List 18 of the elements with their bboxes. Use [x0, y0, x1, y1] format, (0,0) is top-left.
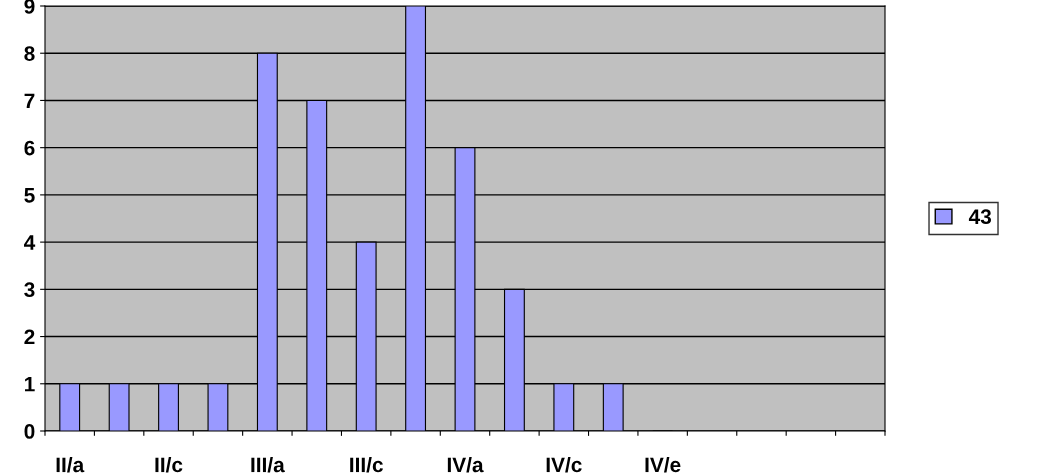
y-tick-label: 4 — [24, 235, 36, 250]
x-tick-label: II/a — [56, 456, 85, 473]
x-tick-label: III/a — [251, 456, 285, 473]
x-tick-label: IV/e — [645, 456, 681, 473]
x-tick-label: IV/a — [447, 456, 484, 473]
y-tick-label: 1 — [25, 376, 35, 392]
legend-label: 43 — [968, 209, 992, 225]
x-tick-label: III/c — [350, 456, 383, 473]
y-tick-label: 9 — [24, 0, 35, 14]
y-tick-label: 8 — [24, 46, 35, 61]
y-tick-label: 6 — [24, 140, 35, 156]
y-tick-label: 5 — [24, 188, 35, 203]
y-tick-label: 0 — [24, 424, 35, 439]
x-tick-label: IV/c — [546, 456, 582, 473]
y-tick-label: 7 — [24, 93, 35, 108]
y-tick-label: 2 — [24, 329, 35, 345]
x-tick-label: II/c — [155, 456, 183, 473]
y-tick-label: 3 — [24, 282, 35, 298]
